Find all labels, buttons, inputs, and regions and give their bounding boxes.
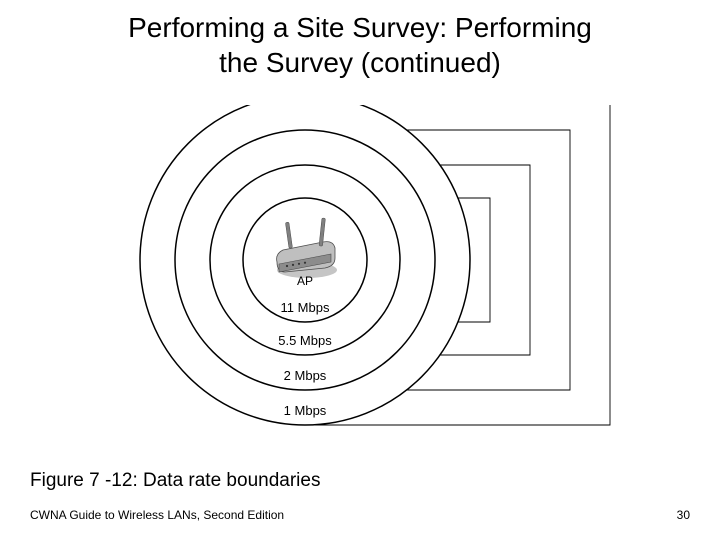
title-line-1: Performing a Site Survey: Performing xyxy=(128,12,592,43)
ring-label: 11 Mbps xyxy=(281,300,330,315)
slide-title: Performing a Site Survey: Performing the… xyxy=(0,10,720,80)
ring-label: 1 Mbps xyxy=(284,403,327,418)
ap-label: AP xyxy=(297,274,313,288)
page-number: 30 xyxy=(677,508,690,522)
ring-label: 5.5 Mbps xyxy=(278,333,332,348)
footer-source: CWNA Guide to Wireless LANs, Second Edit… xyxy=(30,508,284,522)
data-rate-diagram: 11 Mbps 5.5 Mbps 2 Mbps 1 Mbps AP xyxy=(60,105,660,455)
diagram-svg: 11 Mbps 5.5 Mbps 2 Mbps 1 Mbps AP xyxy=(60,105,660,455)
title-line-2: the Survey (continued) xyxy=(219,47,501,78)
ring-label: 2 Mbps xyxy=(284,368,327,383)
slide: Performing a Site Survey: Performing the… xyxy=(0,0,720,540)
figure-caption: Figure 7 -12: Data rate boundaries xyxy=(30,470,320,492)
